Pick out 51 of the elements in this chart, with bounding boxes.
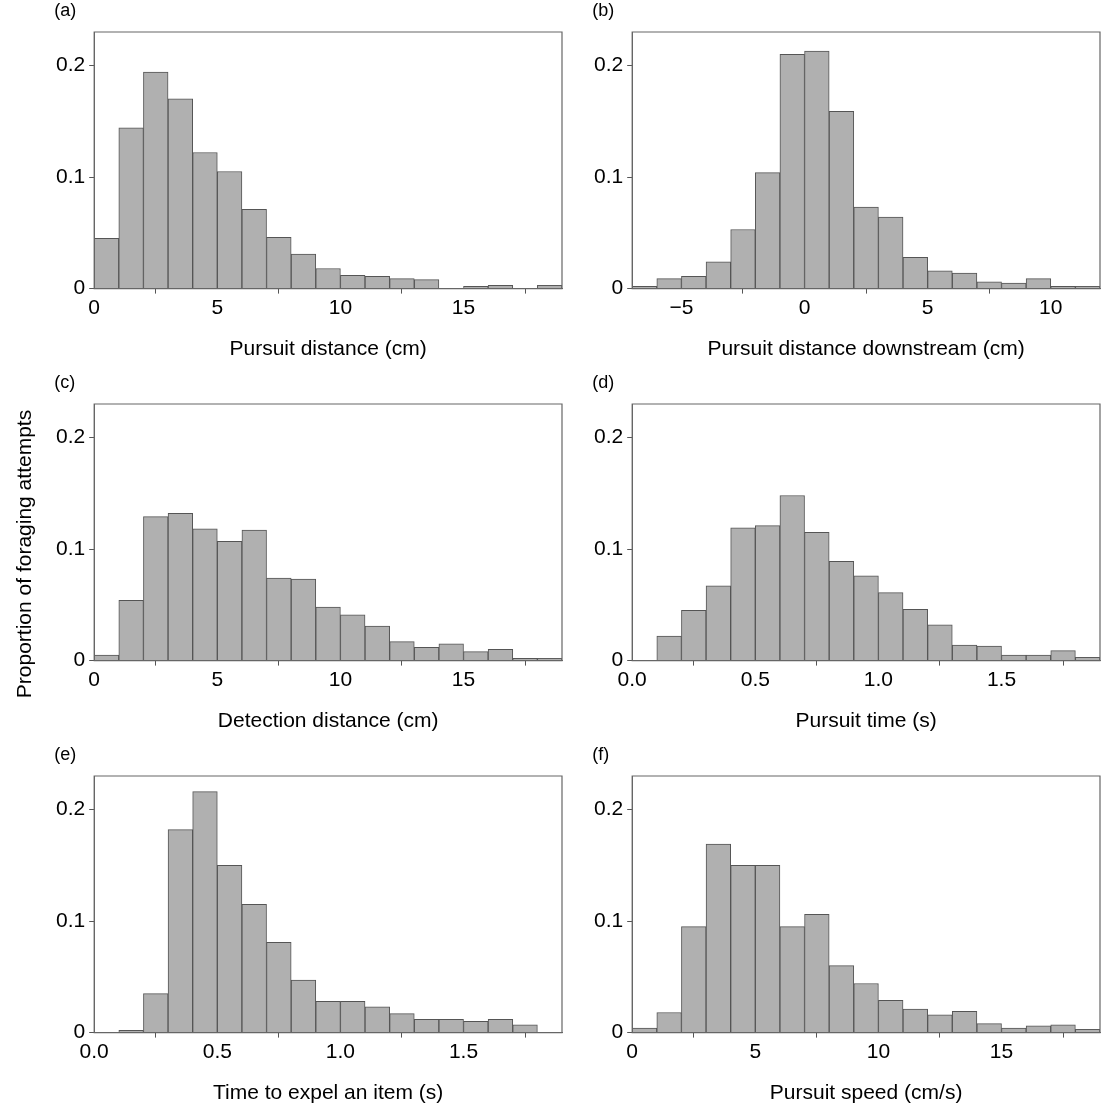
x-tick-label: 5 xyxy=(921,295,934,318)
chart-title: (e) xyxy=(54,743,77,764)
y-tick-label: 0.1 xyxy=(593,163,624,187)
x-tick-label: −5 xyxy=(669,295,694,318)
x-tick-label: 15 xyxy=(451,295,476,318)
x-axis-title: Pursuit speed (cm/s) xyxy=(769,1080,963,1104)
x-tick-label: 0 xyxy=(88,667,101,690)
x-tick-label: 0 xyxy=(626,1039,639,1062)
x-tick-label: 15 xyxy=(989,1039,1014,1062)
x-axis-title: Pursuit distance downstream (cm) xyxy=(707,336,1025,360)
y-tick-label: 0 xyxy=(73,275,86,299)
x-axis-title: Pursuit distance (cm) xyxy=(229,336,427,360)
x-tick-label: 15 xyxy=(451,667,476,690)
x-tick-label: 1.5 xyxy=(448,1039,479,1062)
x-tick-label: 10 xyxy=(328,667,353,690)
x-tick-label: 1.5 xyxy=(986,667,1017,690)
x-tick-label: 5 xyxy=(749,1039,762,1062)
y-tick-label: 0.1 xyxy=(55,163,86,187)
x-tick-label: 5 xyxy=(211,295,224,318)
x-tick-label: 10 xyxy=(866,1039,891,1062)
x-tick-label: 0 xyxy=(798,295,811,318)
x-tick-label: 10 xyxy=(328,295,353,318)
y-axis-title: Proportion of foraging attempts xyxy=(12,409,36,699)
x-tick-label: 5 xyxy=(211,667,224,690)
y-tick-label: 0 xyxy=(73,647,86,671)
y-tick-label: 0.1 xyxy=(55,907,86,931)
chart-title: (d) xyxy=(592,371,615,392)
x-axis-title: Detection distance (cm) xyxy=(217,708,439,732)
y-tick-label: 0.1 xyxy=(55,535,86,559)
y-tick-label: 0.2 xyxy=(55,52,86,76)
y-tick-label: 0.2 xyxy=(593,424,624,448)
x-axis-title: Pursuit time (s) xyxy=(795,708,937,732)
x-tick-label: 0.5 xyxy=(740,667,770,690)
chart-title: (c) xyxy=(54,371,76,392)
y-tick-label: 0.2 xyxy=(593,796,624,820)
x-tick-label: 0.5 xyxy=(202,1039,232,1062)
x-tick-label: 10 xyxy=(1039,295,1063,318)
y-tick-label: 0.2 xyxy=(55,424,86,448)
x-tick-label: 1.0 xyxy=(863,667,894,690)
y-tick-label: 0.2 xyxy=(593,52,624,76)
chart-title: (f) xyxy=(592,743,610,764)
chart-title: (a) xyxy=(54,0,77,20)
chart-title: (b) xyxy=(592,0,615,20)
y-tick-label: 0.1 xyxy=(593,535,624,559)
x-tick-label: 1.0 xyxy=(325,1039,356,1062)
x-tick-label: 0 xyxy=(88,295,101,318)
y-tick-label: 0 xyxy=(611,275,624,299)
y-tick-label: 0 xyxy=(611,1019,624,1043)
y-tick-label: 0.1 xyxy=(593,907,624,931)
x-axis-title: Time to expel an item (s) xyxy=(212,1080,444,1104)
y-tick-label: 0.2 xyxy=(55,796,86,820)
